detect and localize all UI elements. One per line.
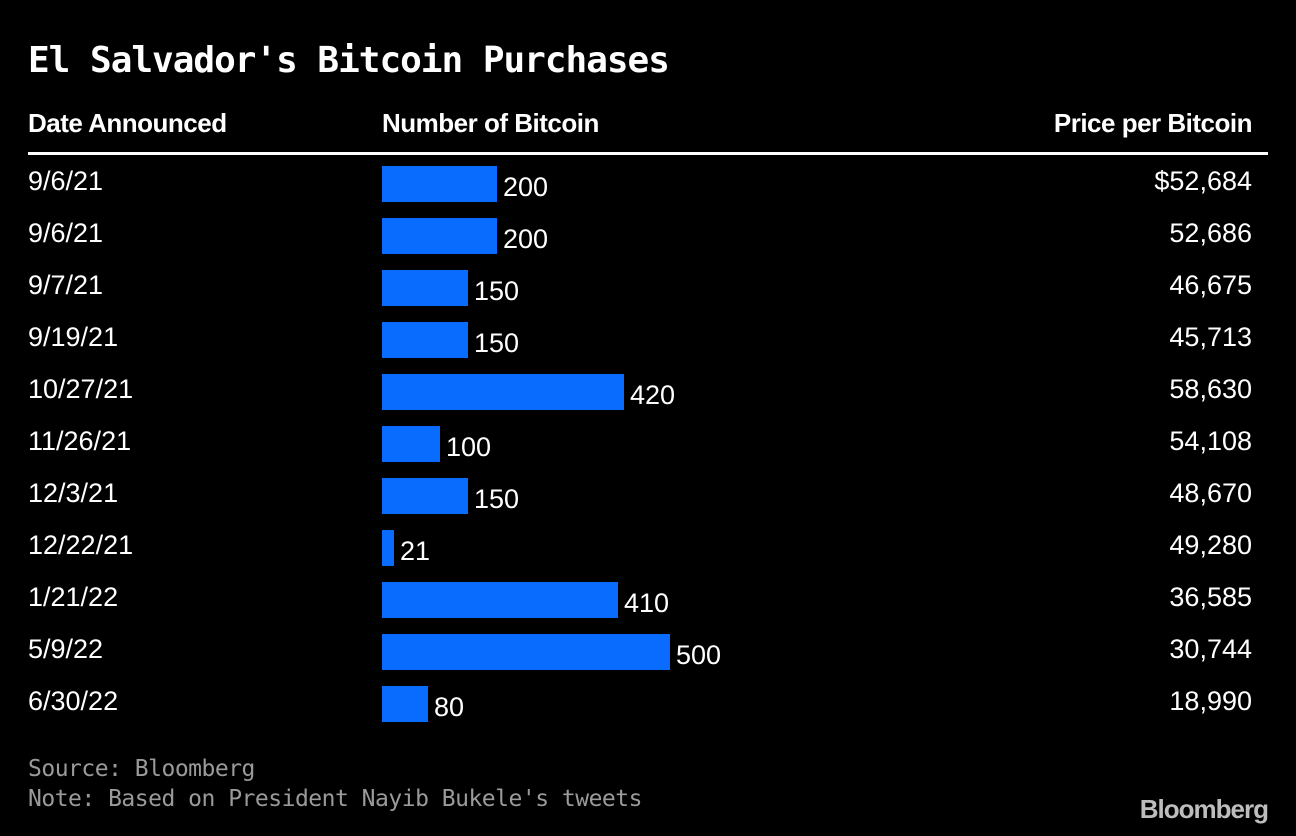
bar-cell: 200 <box>382 166 902 202</box>
price-cell: 45,713 <box>1169 322 1252 352</box>
bar <box>382 582 618 618</box>
bar-cell: 80 <box>382 686 902 722</box>
date-cell: 10/27/21 <box>28 374 134 404</box>
footnote: Note: Based on President Nayib Bukele's … <box>28 786 642 812</box>
bar-cell: 150 <box>382 270 902 306</box>
price-cell: 18,990 <box>1169 686 1252 716</box>
bloomberg-logo: Bloomberg <box>1139 794 1269 824</box>
price-cell: 30,744 <box>1169 634 1252 664</box>
table-row: 6/30/22 80 18,990 <box>0 680 1296 732</box>
date-cell: 9/7/21 <box>28 270 104 300</box>
price-cell: 58,630 <box>1169 374 1252 404</box>
column-header-number: Number of Bitcoin <box>382 108 599 138</box>
column-header-date: Date Announced <box>28 108 227 138</box>
bar-cell: 420 <box>382 374 902 410</box>
bar <box>382 530 394 566</box>
bar-cell: 410 <box>382 582 902 618</box>
bar <box>382 634 670 670</box>
bar-value-label: 21 <box>400 536 431 566</box>
bar-cell: 150 <box>382 478 902 514</box>
bar <box>382 478 468 514</box>
table-row: 9/7/21 150 46,675 <box>0 264 1296 316</box>
bar-value-label: 150 <box>474 276 520 306</box>
data-table: 9/6/21 200 $52,684 9/6/21 200 52,686 9/7/21 150… <box>0 160 1296 732</box>
date-cell: 9/6/21 <box>28 166 104 196</box>
bar <box>382 270 468 306</box>
bar-cell: 150 <box>382 322 902 358</box>
table-row: 9/6/21 200 52,686 <box>0 212 1296 264</box>
table-row: 12/3/21 150 48,670 <box>0 472 1296 524</box>
date-cell: 11/26/21 <box>28 426 132 456</box>
date-cell: 1/21/22 <box>28 582 119 612</box>
price-cell: 36,585 <box>1169 582 1252 612</box>
bar-value-label: 150 <box>474 484 520 514</box>
table-row: 12/22/21 21 49,280 <box>0 524 1296 576</box>
date-cell: 9/6/21 <box>28 218 104 248</box>
date-cell: 5/9/22 <box>28 634 104 664</box>
bar-cell: 500 <box>382 634 902 670</box>
bar <box>382 374 624 410</box>
chart-title: El Salvador's Bitcoin Purchases <box>28 40 670 81</box>
price-cell: 48,670 <box>1169 478 1252 508</box>
bar-value-label: 500 <box>676 640 722 670</box>
table-row: 1/21/22 410 36,585 <box>0 576 1296 628</box>
bar <box>382 322 468 358</box>
bar <box>382 166 497 202</box>
source-note: Source: Bloomberg <box>28 756 255 782</box>
bar-value-label: 200 <box>503 224 549 254</box>
bar-value-label: 100 <box>446 432 492 462</box>
column-header-price: Price per Bitcoin <box>1053 108 1253 138</box>
bar <box>382 686 428 722</box>
bar-cell: 100 <box>382 426 902 462</box>
bar-value-label: 410 <box>624 588 670 618</box>
table-row: 9/19/21 150 45,713 <box>0 316 1296 368</box>
price-cell: 49,280 <box>1169 530 1252 560</box>
price-cell: $52,684 <box>1154 166 1252 196</box>
header-divider <box>28 152 1268 155</box>
date-cell: 12/3/21 <box>28 478 119 508</box>
price-cell: 54,108 <box>1169 426 1252 456</box>
table-row: 5/9/22 500 30,744 <box>0 628 1296 680</box>
table-row: 10/27/21 420 58,630 <box>0 368 1296 420</box>
date-cell: 12/22/21 <box>28 530 134 560</box>
price-cell: 46,675 <box>1169 270 1252 300</box>
bar-value-label: 200 <box>503 172 549 202</box>
table-row: 9/6/21 200 $52,684 <box>0 160 1296 212</box>
bar-value-label: 420 <box>630 380 676 410</box>
bar-value-label: 80 <box>434 692 465 722</box>
table-row: 11/26/21 100 54,108 <box>0 420 1296 472</box>
bar <box>382 426 440 462</box>
bar-cell: 200 <box>382 218 902 254</box>
bar-value-label: 150 <box>474 328 520 358</box>
price-cell: 52,686 <box>1169 218 1252 248</box>
date-cell: 6/30/22 <box>28 686 119 716</box>
bar <box>382 218 497 254</box>
bar-cell: 21 <box>382 530 902 566</box>
date-cell: 9/19/21 <box>28 322 119 352</box>
